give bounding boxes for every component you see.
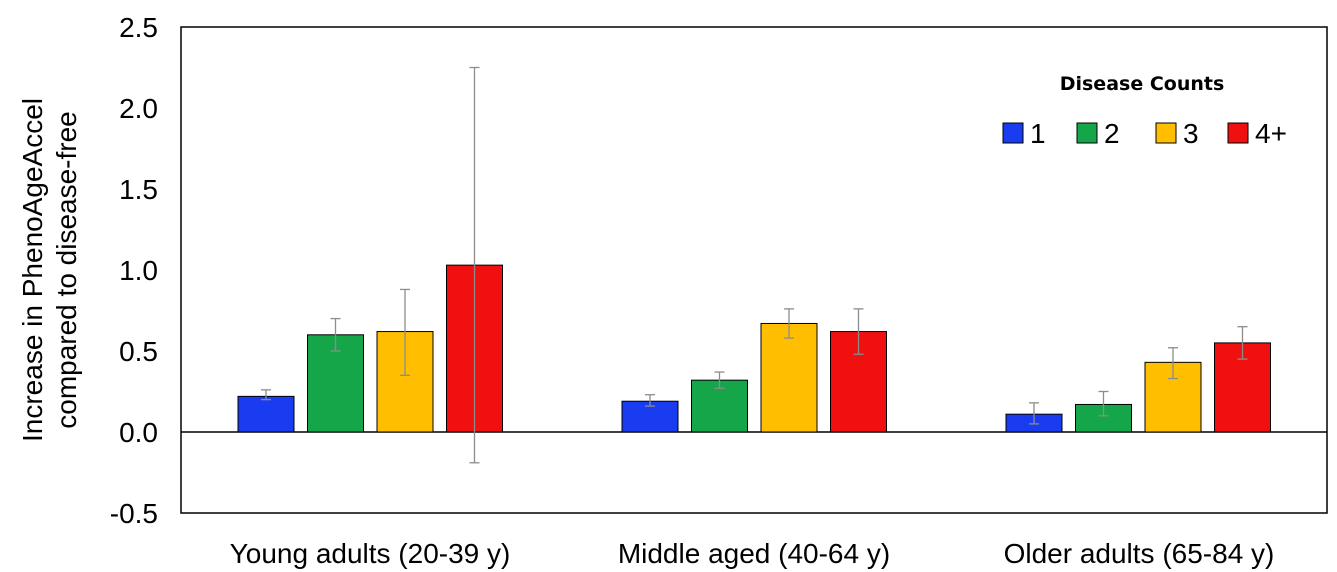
legend-label: 2 bbox=[1104, 118, 1120, 149]
error-bar-series-1-0 bbox=[261, 389, 271, 401]
legend-swatch bbox=[1227, 122, 1249, 144]
error-bar-group bbox=[261, 66, 1248, 464]
error-bar-series-4+-0 bbox=[469, 66, 480, 464]
y-tick-label: 1.0 bbox=[119, 255, 158, 286]
legend-item-2: 2 bbox=[1076, 118, 1120, 149]
legend-item-3: 3 bbox=[1155, 118, 1199, 149]
legend-item-1: 1 bbox=[1002, 118, 1046, 149]
y-axis-tick-labels: -0.5 0.0 0.5 1.0 1.5 2.0 2.5 bbox=[110, 12, 158, 529]
y-tick-label: 1.5 bbox=[119, 174, 158, 205]
legend-swatch bbox=[1076, 122, 1098, 144]
y-tick-label: 0.5 bbox=[119, 336, 158, 367]
x-category-label: Middle aged (40-64 y) bbox=[618, 538, 890, 569]
error-bar-series-2-1 bbox=[714, 371, 725, 389]
y-tick-label: 2.5 bbox=[119, 12, 158, 43]
legend-title: Disease Counts bbox=[1060, 73, 1225, 95]
y-axis-title-line-2: compared to disease-free bbox=[51, 111, 82, 429]
x-axis-category-labels: Young adults (20-39 y) Middle aged (40-64… bbox=[230, 538, 1275, 569]
error-bar-series-3-1 bbox=[784, 308, 794, 339]
legend-swatch bbox=[1002, 122, 1024, 144]
legend-label: 4+ bbox=[1255, 118, 1287, 149]
error-bar-series-2-2 bbox=[1098, 390, 1109, 417]
plot-area-frame bbox=[180, 26, 1328, 514]
bar-series-3-1 bbox=[760, 322, 818, 433]
y-axis-title: Increase in PhenoAgeAccel compared to di… bbox=[17, 98, 82, 442]
error-bar-series-1-1 bbox=[645, 394, 655, 407]
bar-series-group bbox=[237, 264, 1271, 433]
error-bar-series-4+-1 bbox=[853, 308, 864, 355]
bar-series-1-0 bbox=[237, 395, 295, 433]
y-tick-label: 0.0 bbox=[119, 417, 158, 448]
y-tick-label: -0.5 bbox=[110, 498, 158, 529]
legend-swatch bbox=[1155, 122, 1177, 144]
error-bar-series-3-2 bbox=[1168, 347, 1178, 380]
error-bar-series-4+-2 bbox=[1237, 326, 1248, 360]
legend-items: 1 2 3 4+ bbox=[1002, 118, 1287, 149]
x-category-label: Young adults (20-39 y) bbox=[230, 538, 511, 569]
x-category-label: Older adults (65-84 y) bbox=[1004, 538, 1275, 569]
legend-label: 3 bbox=[1183, 118, 1199, 149]
legend-label: 1 bbox=[1030, 118, 1046, 149]
legend-item-4+: 4+ bbox=[1227, 118, 1287, 149]
error-bar-series-1-2 bbox=[1029, 402, 1039, 425]
y-tick-label: 2.0 bbox=[119, 93, 158, 124]
legend: Disease Counts 1 2 3 4+ bbox=[1002, 73, 1287, 149]
error-bar-series-2-0 bbox=[330, 317, 341, 352]
error-bar-series-3-0 bbox=[400, 288, 410, 376]
y-axis-title-line-1: Increase in PhenoAgeAccel bbox=[17, 98, 48, 442]
